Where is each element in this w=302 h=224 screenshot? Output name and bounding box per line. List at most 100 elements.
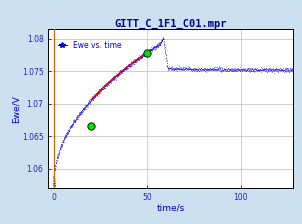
- Point: [198, 67, 203, 71]
- Point: [79, 111, 84, 114]
- Point: [133, 58, 138, 61]
- Point: [287, 69, 292, 73]
- Point: [288, 66, 293, 70]
- Point: [215, 68, 220, 72]
- Point: [114, 76, 118, 80]
- Point: [141, 53, 146, 57]
- Point: [281, 68, 286, 72]
- Point: [97, 91, 102, 94]
- Point: [162, 43, 166, 46]
- Point: [223, 67, 228, 71]
- Point: [155, 45, 160, 48]
- Point: [187, 67, 192, 71]
- Point: [249, 68, 254, 71]
- Point: [262, 67, 267, 70]
- Point: [172, 68, 177, 71]
- Point: [61, 139, 66, 142]
- Point: [266, 69, 271, 72]
- Point: [166, 66, 171, 69]
- Point: [278, 68, 283, 72]
- Point: [289, 68, 294, 71]
- Point: [152, 45, 157, 49]
- Point: [115, 73, 120, 77]
- Point: [178, 67, 183, 70]
- Point: [140, 52, 145, 56]
- Point: [90, 95, 95, 98]
- Point: [262, 68, 267, 71]
- Point: [158, 42, 163, 45]
- Point: [204, 68, 209, 72]
- Point: [69, 124, 74, 128]
- Point: [197, 69, 202, 72]
- Point: [229, 69, 233, 72]
- Point: [264, 66, 268, 70]
- Point: [161, 39, 166, 43]
- Point: [205, 68, 210, 71]
- Point: [59, 142, 64, 146]
- Point: [142, 53, 147, 56]
- Point: [142, 52, 147, 56]
- Point: [268, 67, 273, 70]
- Point: [66, 129, 71, 132]
- Point: [52, 182, 57, 185]
- Point: [148, 47, 153, 51]
- Point: [242, 69, 247, 72]
- Point: [150, 47, 155, 51]
- Point: [52, 174, 56, 178]
- Point: [150, 48, 155, 52]
- Point: [221, 70, 226, 73]
- Point: [83, 104, 88, 107]
- Point: [87, 101, 92, 105]
- Point: [154, 45, 159, 49]
- Point: [286, 67, 291, 71]
- Point: [152, 47, 156, 50]
- Point: [95, 93, 100, 96]
- Point: [259, 67, 264, 71]
- Point: [120, 69, 125, 72]
- Point: [114, 74, 118, 78]
- Point: [53, 161, 58, 165]
- Point: [103, 84, 108, 87]
- Point: [117, 73, 122, 76]
- Point: [105, 82, 110, 86]
- Point: [160, 38, 165, 41]
- Point: [132, 60, 137, 63]
- Point: [161, 38, 166, 41]
- Point: [208, 68, 213, 71]
- Point: [96, 92, 101, 95]
- Point: [127, 64, 131, 68]
- Point: [138, 54, 143, 58]
- Point: [156, 41, 161, 45]
- Point: [140, 54, 145, 58]
- Point: [136, 57, 140, 61]
- Point: [125, 65, 130, 69]
- Point: [97, 90, 101, 94]
- Point: [52, 174, 56, 177]
- Point: [114, 74, 119, 78]
- Point: [139, 56, 144, 60]
- Point: [205, 68, 210, 72]
- Point: [117, 72, 122, 75]
- Point: [135, 58, 140, 62]
- Point: [196, 66, 201, 70]
- Point: [75, 115, 80, 119]
- Point: [159, 40, 164, 43]
- Point: [245, 68, 249, 71]
- Point: [264, 67, 269, 71]
- Point: [146, 49, 151, 52]
- Point: [226, 69, 231, 72]
- Point: [195, 67, 200, 71]
- Point: [234, 67, 239, 71]
- Point: [188, 68, 193, 72]
- Point: [237, 65, 242, 69]
- Point: [72, 121, 77, 124]
- Point: [121, 69, 126, 73]
- Point: [225, 68, 230, 71]
- Point: [232, 67, 237, 71]
- Point: [185, 67, 190, 70]
- Point: [121, 69, 126, 72]
- Point: [74, 115, 79, 118]
- Point: [55, 155, 60, 159]
- Point: [217, 69, 222, 73]
- Point: [152, 45, 157, 49]
